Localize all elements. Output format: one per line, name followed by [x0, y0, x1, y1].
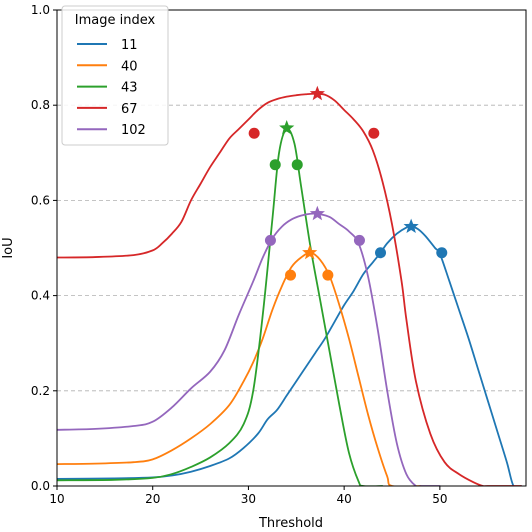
y-tick-label-0.6: 0.6 — [31, 193, 50, 207]
legend-label-102: 102 — [121, 123, 146, 138]
series-67-marker-1 — [368, 127, 380, 139]
legend: Image index 11 40 43 67 102 — [61, 5, 169, 146]
x-tick-label-10: 10 — [49, 492, 64, 506]
x-tick-label-20: 20 — [145, 492, 160, 506]
x-axis-ticks: 10 20 30 40 50 — [49, 486, 447, 506]
x-tick-label-50: 50 — [432, 492, 447, 506]
legend-label-43: 43 — [121, 81, 138, 96]
y-tick-label-0.4: 0.4 — [31, 289, 50, 303]
y-axis-ticks: 0.0 0.2 0.4 0.6 0.8 1.0 — [31, 3, 57, 493]
plot-area — [57, 85, 523, 486]
series-43-marker-1 — [291, 159, 303, 171]
legend-box — [61, 5, 169, 146]
series-line-67 — [57, 92, 523, 486]
x-tick-label-30: 30 — [241, 492, 256, 506]
legend-title: Image index — [75, 13, 156, 28]
series-102-peak-star — [309, 205, 325, 221]
series-102-marker-0 — [264, 234, 276, 246]
series-line-11 — [57, 225, 523, 486]
legend-label-67: 67 — [121, 102, 138, 117]
x-axis-label: Threshold — [258, 516, 323, 531]
y-tick-label-1.0: 1.0 — [31, 3, 50, 17]
legend-label-11: 11 — [121, 38, 138, 53]
legend-label-40: 40 — [121, 59, 138, 74]
series-11-marker-0 — [375, 247, 387, 259]
legend-entries: 11 40 43 67 102 — [77, 38, 146, 138]
series-40-marker-1 — [322, 269, 334, 281]
series-line-43 — [57, 127, 384, 486]
y-axis-label: IoU — [1, 237, 16, 258]
series-40-marker-0 — [285, 269, 297, 281]
series-markers — [248, 85, 448, 281]
series-102-marker-1 — [353, 234, 365, 246]
y-tick-label-0.0: 0.0 — [31, 479, 50, 493]
series-43-peak-star — [279, 120, 295, 135]
series-43-marker-0 — [269, 159, 281, 171]
series-lines — [57, 92, 523, 486]
series-11-marker-1 — [436, 247, 448, 259]
y-tick-label-0.8: 0.8 — [31, 98, 50, 112]
series-67-marker-0 — [248, 127, 260, 139]
y-tick-label-0.2: 0.2 — [31, 384, 50, 398]
series-67-peak-star — [309, 85, 325, 101]
series-11-peak-star — [403, 218, 419, 234]
x-tick-label-40: 40 — [337, 492, 352, 506]
series-40-peak-star — [302, 244, 318, 260]
plot-frame — [56, 9, 527, 487]
series-line-102 — [57, 212, 441, 486]
